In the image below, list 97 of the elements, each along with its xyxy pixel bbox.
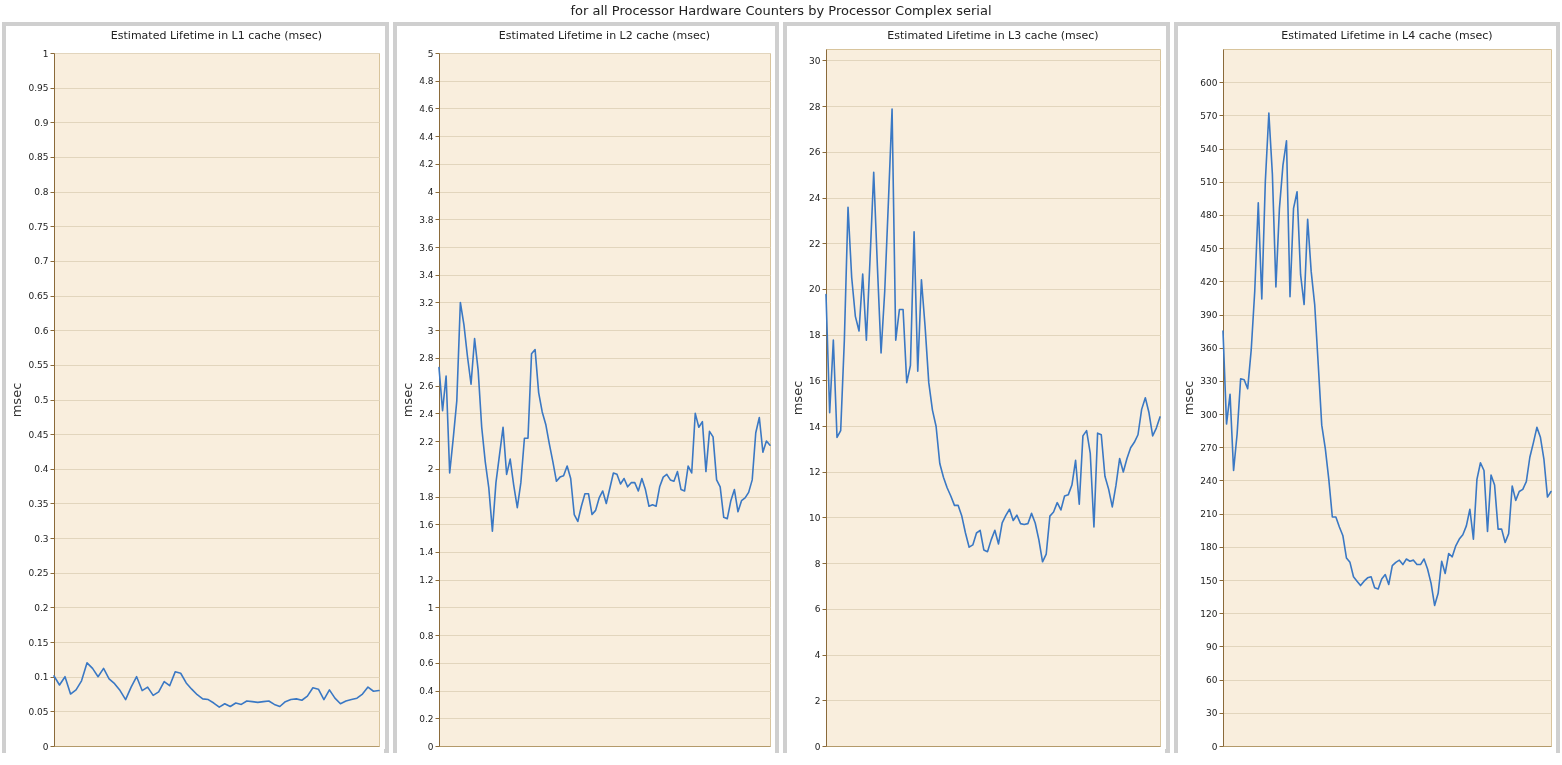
- y-tick-label: 30: [1205, 708, 1218, 719]
- y-tick-label: 0.95: [28, 83, 49, 94]
- y-tick-label: 2: [814, 695, 821, 706]
- y-tick-label: 210: [1199, 509, 1218, 520]
- y-tick-label: 28: [809, 101, 821, 112]
- y-tick-label: 18: [809, 330, 821, 341]
- chart-title: Estimated Lifetime in L1 cache (msec): [110, 29, 323, 42]
- y-tick-label: 4: [814, 650, 821, 661]
- y-tick-label: 360: [1199, 343, 1218, 354]
- y-tick-label: 600: [1199, 77, 1218, 88]
- text: for all Processor Hardware Counters by Processor Complex serial: [569, 2, 993, 20]
- y-tick-label: 420: [1199, 276, 1218, 287]
- y-tick-label: 4.8: [418, 76, 434, 87]
- y-tick-label: 0.1: [34, 672, 49, 683]
- y-tick-label: 0.05: [28, 706, 49, 717]
- y-axis-title: msec: [1180, 380, 1196, 416]
- y-tick-label: 2.2: [418, 436, 433, 447]
- y-tick-label: 3.2: [418, 297, 433, 308]
- y-tick-label: 120: [1199, 608, 1218, 619]
- y-tick-label: 480: [1199, 210, 1218, 221]
- y-tick-label: 2.6: [418, 381, 434, 392]
- y-tick-label: 8: [814, 558, 821, 569]
- y-tick-label: 60: [1205, 675, 1218, 686]
- chart-title: Estimated Lifetime in L3 cache (msec): [887, 29, 1099, 42]
- line-series: [437, 301, 771, 532]
- y-tick-label: 3.8: [418, 214, 434, 225]
- y-tick-label: 4.2: [418, 159, 433, 170]
- y-tick-label: 1: [42, 48, 49, 59]
- y-tick-label: 1.4: [418, 547, 434, 558]
- y-tick-label: 26: [809, 147, 821, 158]
- y-tick-label: 0.7: [34, 256, 49, 267]
- y-axis-title: msec: [399, 382, 415, 418]
- y-tick-label: 0: [427, 741, 434, 752]
- y-tick-label: 1.8: [418, 492, 434, 503]
- y-tick-label: 0.8: [34, 187, 49, 198]
- y-tick-label: 2: [427, 464, 433, 475]
- y-tick-label: 1: [427, 602, 433, 613]
- y-tick-label: 6: [814, 604, 821, 615]
- y-tick-label: 3.6: [418, 242, 434, 253]
- y-tick-label: 0.85: [28, 152, 49, 163]
- y-tick-label: 300: [1199, 409, 1218, 420]
- y-tick-label: 0.15: [28, 637, 49, 648]
- y-tick-label: 30: [809, 55, 821, 66]
- y-tick-label: 0.6: [34, 325, 49, 336]
- y-tick-label: 0.25: [28, 568, 49, 579]
- y-tick-label: 570: [1199, 110, 1218, 121]
- y-tick-label: 0.3: [34, 533, 49, 544]
- y-tick-label: 0.9: [34, 117, 49, 128]
- y-tick-label: 1.6: [418, 519, 434, 530]
- y-axis-title: msec: [790, 380, 806, 416]
- y-tick-label: 4.6: [418, 103, 434, 114]
- y-tick-label: 3.4: [418, 270, 434, 281]
- y-tick-label: 0.35: [28, 498, 49, 509]
- y-tick-label: 240: [1199, 475, 1218, 486]
- y-tick-label: 4.4: [418, 131, 434, 142]
- y-tick-label: 0.4: [34, 464, 49, 475]
- y-tick-label: 3: [427, 325, 433, 336]
- y-tick-label: 330: [1199, 376, 1218, 387]
- y-tick-label: 390: [1199, 310, 1218, 321]
- y-tick-label: 0.75: [28, 221, 49, 232]
- y-tick-label: 0: [814, 741, 821, 752]
- y-tick-label: 2.8: [418, 353, 434, 364]
- y-tick-label: 0.65: [28, 291, 49, 302]
- chart-title: Estimated Lifetime in L4 cache (msec): [1280, 29, 1493, 42]
- line-series: [53, 662, 380, 708]
- y-tick-label: 0.6: [418, 658, 434, 669]
- line-series: [1221, 112, 1552, 607]
- y-tick-label: 0: [1211, 741, 1218, 752]
- y-tick-label: 16: [809, 375, 821, 386]
- y-tick-label: 12: [809, 467, 821, 478]
- y-tick-label: 0.45: [28, 429, 49, 440]
- y-tick-label: 14: [809, 421, 821, 432]
- y-tick-label: 10: [809, 512, 821, 523]
- y-tick-label: 0.2: [34, 602, 49, 613]
- y-tick-label: 1.2: [418, 575, 433, 586]
- y-tick-label: 270: [1199, 442, 1218, 453]
- y-tick-label: 22: [809, 238, 821, 249]
- y-tick-label: 0.2: [418, 713, 433, 724]
- y-tick-label: 24: [809, 193, 821, 204]
- y-tick-label: 180: [1199, 542, 1218, 553]
- y-tick-label: 5: [427, 48, 433, 59]
- y-tick-label: 0: [42, 741, 49, 752]
- y-tick-label: 0.5: [34, 395, 49, 405]
- y-axis-title: msec: [9, 382, 25, 418]
- line-series: [825, 108, 1161, 563]
- y-tick-label: 0.55: [28, 360, 49, 371]
- y-tick-label: 4: [427, 187, 434, 198]
- chart-title: Estimated Lifetime in L2 cache (msec): [498, 29, 710, 42]
- y-tick-label: 540: [1199, 144, 1218, 155]
- y-tick-label: 150: [1199, 575, 1218, 586]
- y-tick-label: 0.8: [418, 630, 434, 641]
- y-tick-label: 2.4: [418, 408, 434, 419]
- y-tick-label: 0.4: [418, 686, 434, 697]
- y-tick-label: 510: [1199, 177, 1218, 188]
- y-tick-label: 450: [1199, 243, 1218, 254]
- y-tick-label: 20: [809, 284, 821, 295]
- y-tick-label: 90: [1205, 641, 1218, 652]
